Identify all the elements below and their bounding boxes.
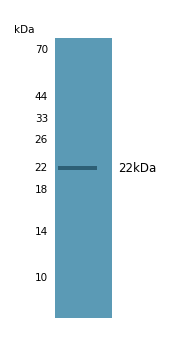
Text: 26: 26 [35,135,48,145]
Text: 22kDa: 22kDa [118,161,156,175]
Text: kDa: kDa [14,25,34,35]
Bar [58,166,97,170]
Text: 44: 44 [35,92,48,102]
Text: 22: 22 [35,163,48,173]
Text: 33: 33 [35,114,48,124]
Text: 18: 18 [35,185,48,195]
Text: 10: 10 [35,273,48,283]
Bar [55,38,112,318]
Text: 70: 70 [35,45,48,55]
Text: 14: 14 [35,227,48,237]
